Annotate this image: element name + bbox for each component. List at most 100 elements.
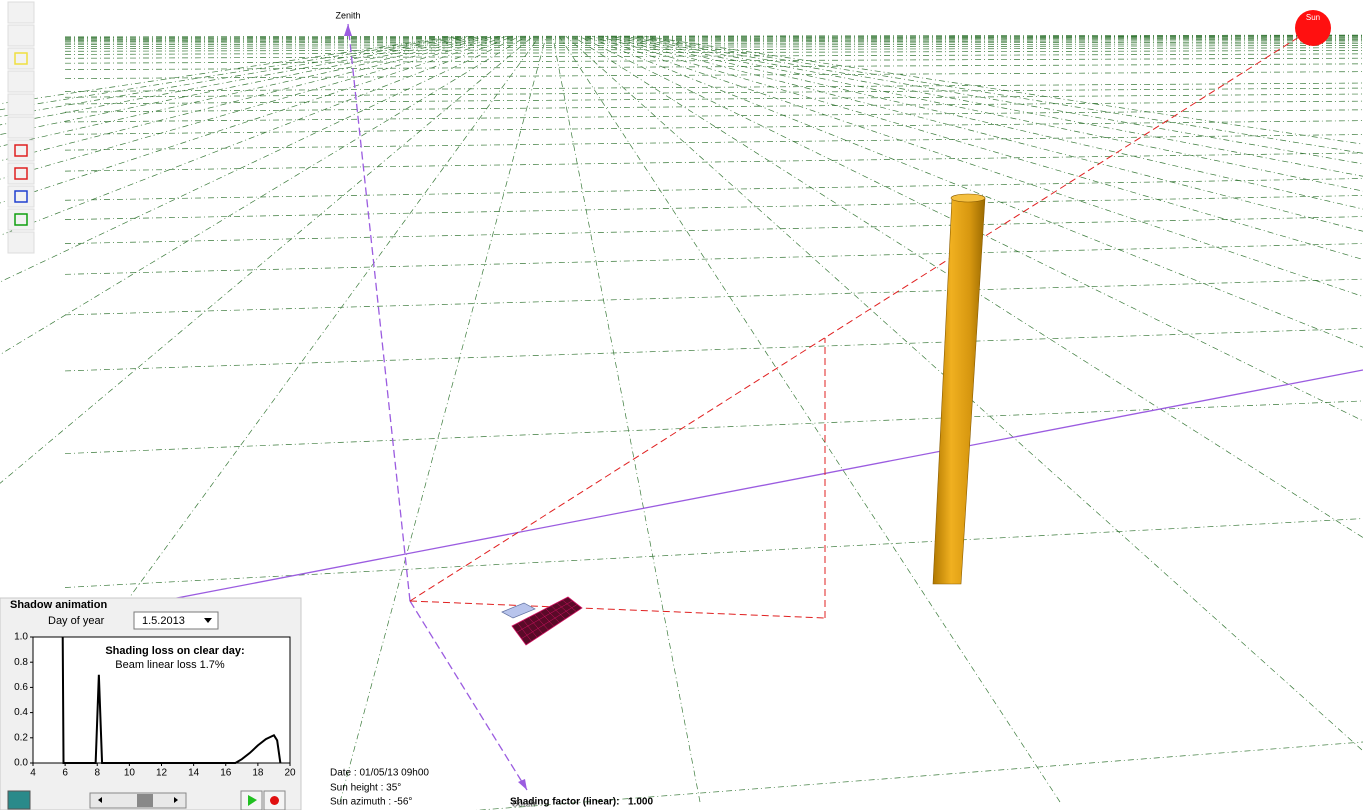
- south-arrow: [518, 779, 527, 790]
- pole-top: [950, 193, 986, 203]
- grid-line: [64, 37, 1363, 40]
- grid-line: [64, 518, 1363, 588]
- grid-line: [624, 35, 1363, 177]
- grid-line: [64, 34, 1363, 38]
- toolbar-button[interactable]: [7, 139, 35, 162]
- x-tick-label: 12: [156, 768, 168, 779]
- x-tick-label: 18: [252, 768, 264, 779]
- grid-line: [64, 243, 1363, 275]
- dropdown-arrow[interactable]: [204, 618, 212, 623]
- pv-cell-line: [516, 600, 573, 633]
- grid-line: [64, 93, 1363, 105]
- info-sun-height: Sun height : 35°: [330, 783, 401, 794]
- y-tick-label: 1.0: [14, 632, 28, 643]
- toolbar-button[interactable]: [7, 70, 35, 93]
- info-sun-azimuth: Sun azimuth : -56°: [330, 797, 412, 808]
- grid-line: [64, 63, 1363, 71]
- x-tick-label: 10: [124, 768, 136, 779]
- x-tick-label: 14: [188, 768, 200, 779]
- grid-line: [475, 741, 1363, 810]
- pv-cell-line: [521, 604, 578, 639]
- sun-projection: [409, 600, 826, 619]
- pv-cell-line: [517, 622, 532, 642]
- sun-direction: [409, 29, 1311, 602]
- pv-cell-line: [523, 620, 538, 638]
- grid-line: [0, 35, 514, 236]
- x-tick-label: 8: [94, 768, 100, 779]
- toolbar-button[interactable]: [7, 93, 35, 116]
- grid-line: [64, 57, 1363, 64]
- toolbar: [7, 1, 35, 254]
- shading-factor-label: Shading factor (linear):: [510, 797, 619, 808]
- grid-line: [605, 35, 1363, 232]
- grid-line: [64, 120, 1363, 135]
- day-value: 1.5.2013: [142, 615, 185, 627]
- shading-factor-value: 1.000: [628, 797, 653, 808]
- loss-chart: 0.0 0.2 0.4 0.6 0.8 1.0 4 6 8 10 12 14 16 18 20: [14, 632, 296, 779]
- south-label: South: [512, 798, 536, 808]
- chart-subtitle: Beam linear loss 1.7%: [115, 659, 225, 671]
- grid-line: [591, 35, 1363, 297]
- grid-line: [565, 35, 1363, 752]
- grid-line: [64, 36, 1363, 39]
- toolbar-button[interactable]: [7, 47, 35, 70]
- grid-line: [0, 35, 534, 484]
- grid-line: [64, 178, 1363, 201]
- grid-line: [64, 152, 1363, 172]
- grid-line: [0, 35, 508, 204]
- east-west-axis: [0, 369, 1363, 633]
- x-tick-label: 16: [220, 768, 232, 779]
- play-icon: [248, 795, 257, 806]
- y-tick-label: 0.2: [14, 732, 28, 743]
- sun: [1295, 10, 1331, 46]
- toolbar-button[interactable]: [7, 162, 35, 185]
- toolbar-button[interactable]: [7, 208, 35, 231]
- grid-line: [64, 53, 1363, 59]
- pv-cell-line: [528, 617, 543, 635]
- pv-cell-line: [562, 599, 577, 612]
- toolbar-icon: [14, 52, 28, 65]
- y-tick-label: 0.0: [14, 758, 28, 769]
- grid-line: [64, 37, 1363, 41]
- grid-line: [64, 328, 1363, 372]
- record-icon: [270, 796, 279, 805]
- toolbar-button[interactable]: [7, 116, 35, 139]
- scroll-left[interactable]: [98, 797, 102, 803]
- pv-cell-line: [551, 605, 566, 620]
- panel-title: Shadow animation: [10, 599, 107, 611]
- exit-button[interactable]: [7, 790, 31, 810]
- pv-cell-line: [556, 602, 571, 616]
- grid-line: [64, 87, 1363, 98]
- toolbar-button[interactable]: [7, 185, 35, 208]
- toolbar-button[interactable]: [7, 231, 35, 254]
- grid-line: [339, 36, 547, 803]
- south-axis: [409, 600, 528, 791]
- grid-line: [64, 47, 1363, 52]
- y-tick-label: 0.6: [14, 682, 28, 693]
- zenith-axis: [347, 23, 411, 602]
- chart-title: Shading loss on clear day:: [105, 645, 244, 657]
- toolbar-icon: [14, 190, 28, 203]
- grid-line: [64, 278, 1363, 316]
- day-dropdown[interactable]: [133, 611, 219, 630]
- grid-line: [64, 45, 1363, 50]
- pv-cell-line: [534, 614, 549, 631]
- grid-line: [64, 195, 1363, 220]
- grid-line: [64, 35, 1363, 39]
- grid-line: [558, 35, 1061, 803]
- grid-line: [64, 400, 1363, 454]
- grid-line: [64, 38, 1363, 43]
- grid-line: [64, 43, 1363, 47]
- scroll-thumb[interactable]: [137, 794, 153, 807]
- toolbar-icon: [14, 213, 28, 226]
- pv-cell-line: [539, 611, 555, 627]
- chart-frame: [32, 636, 291, 764]
- scroll-right[interactable]: [174, 797, 178, 803]
- toolbar-button[interactable]: [7, 24, 35, 47]
- toolbar-button[interactable]: [7, 1, 35, 24]
- grid-line: [552, 36, 701, 803]
- toolbar-icon: [14, 167, 28, 180]
- zenith-label: Zenith: [335, 10, 360, 20]
- x-tick-label: 6: [62, 768, 68, 779]
